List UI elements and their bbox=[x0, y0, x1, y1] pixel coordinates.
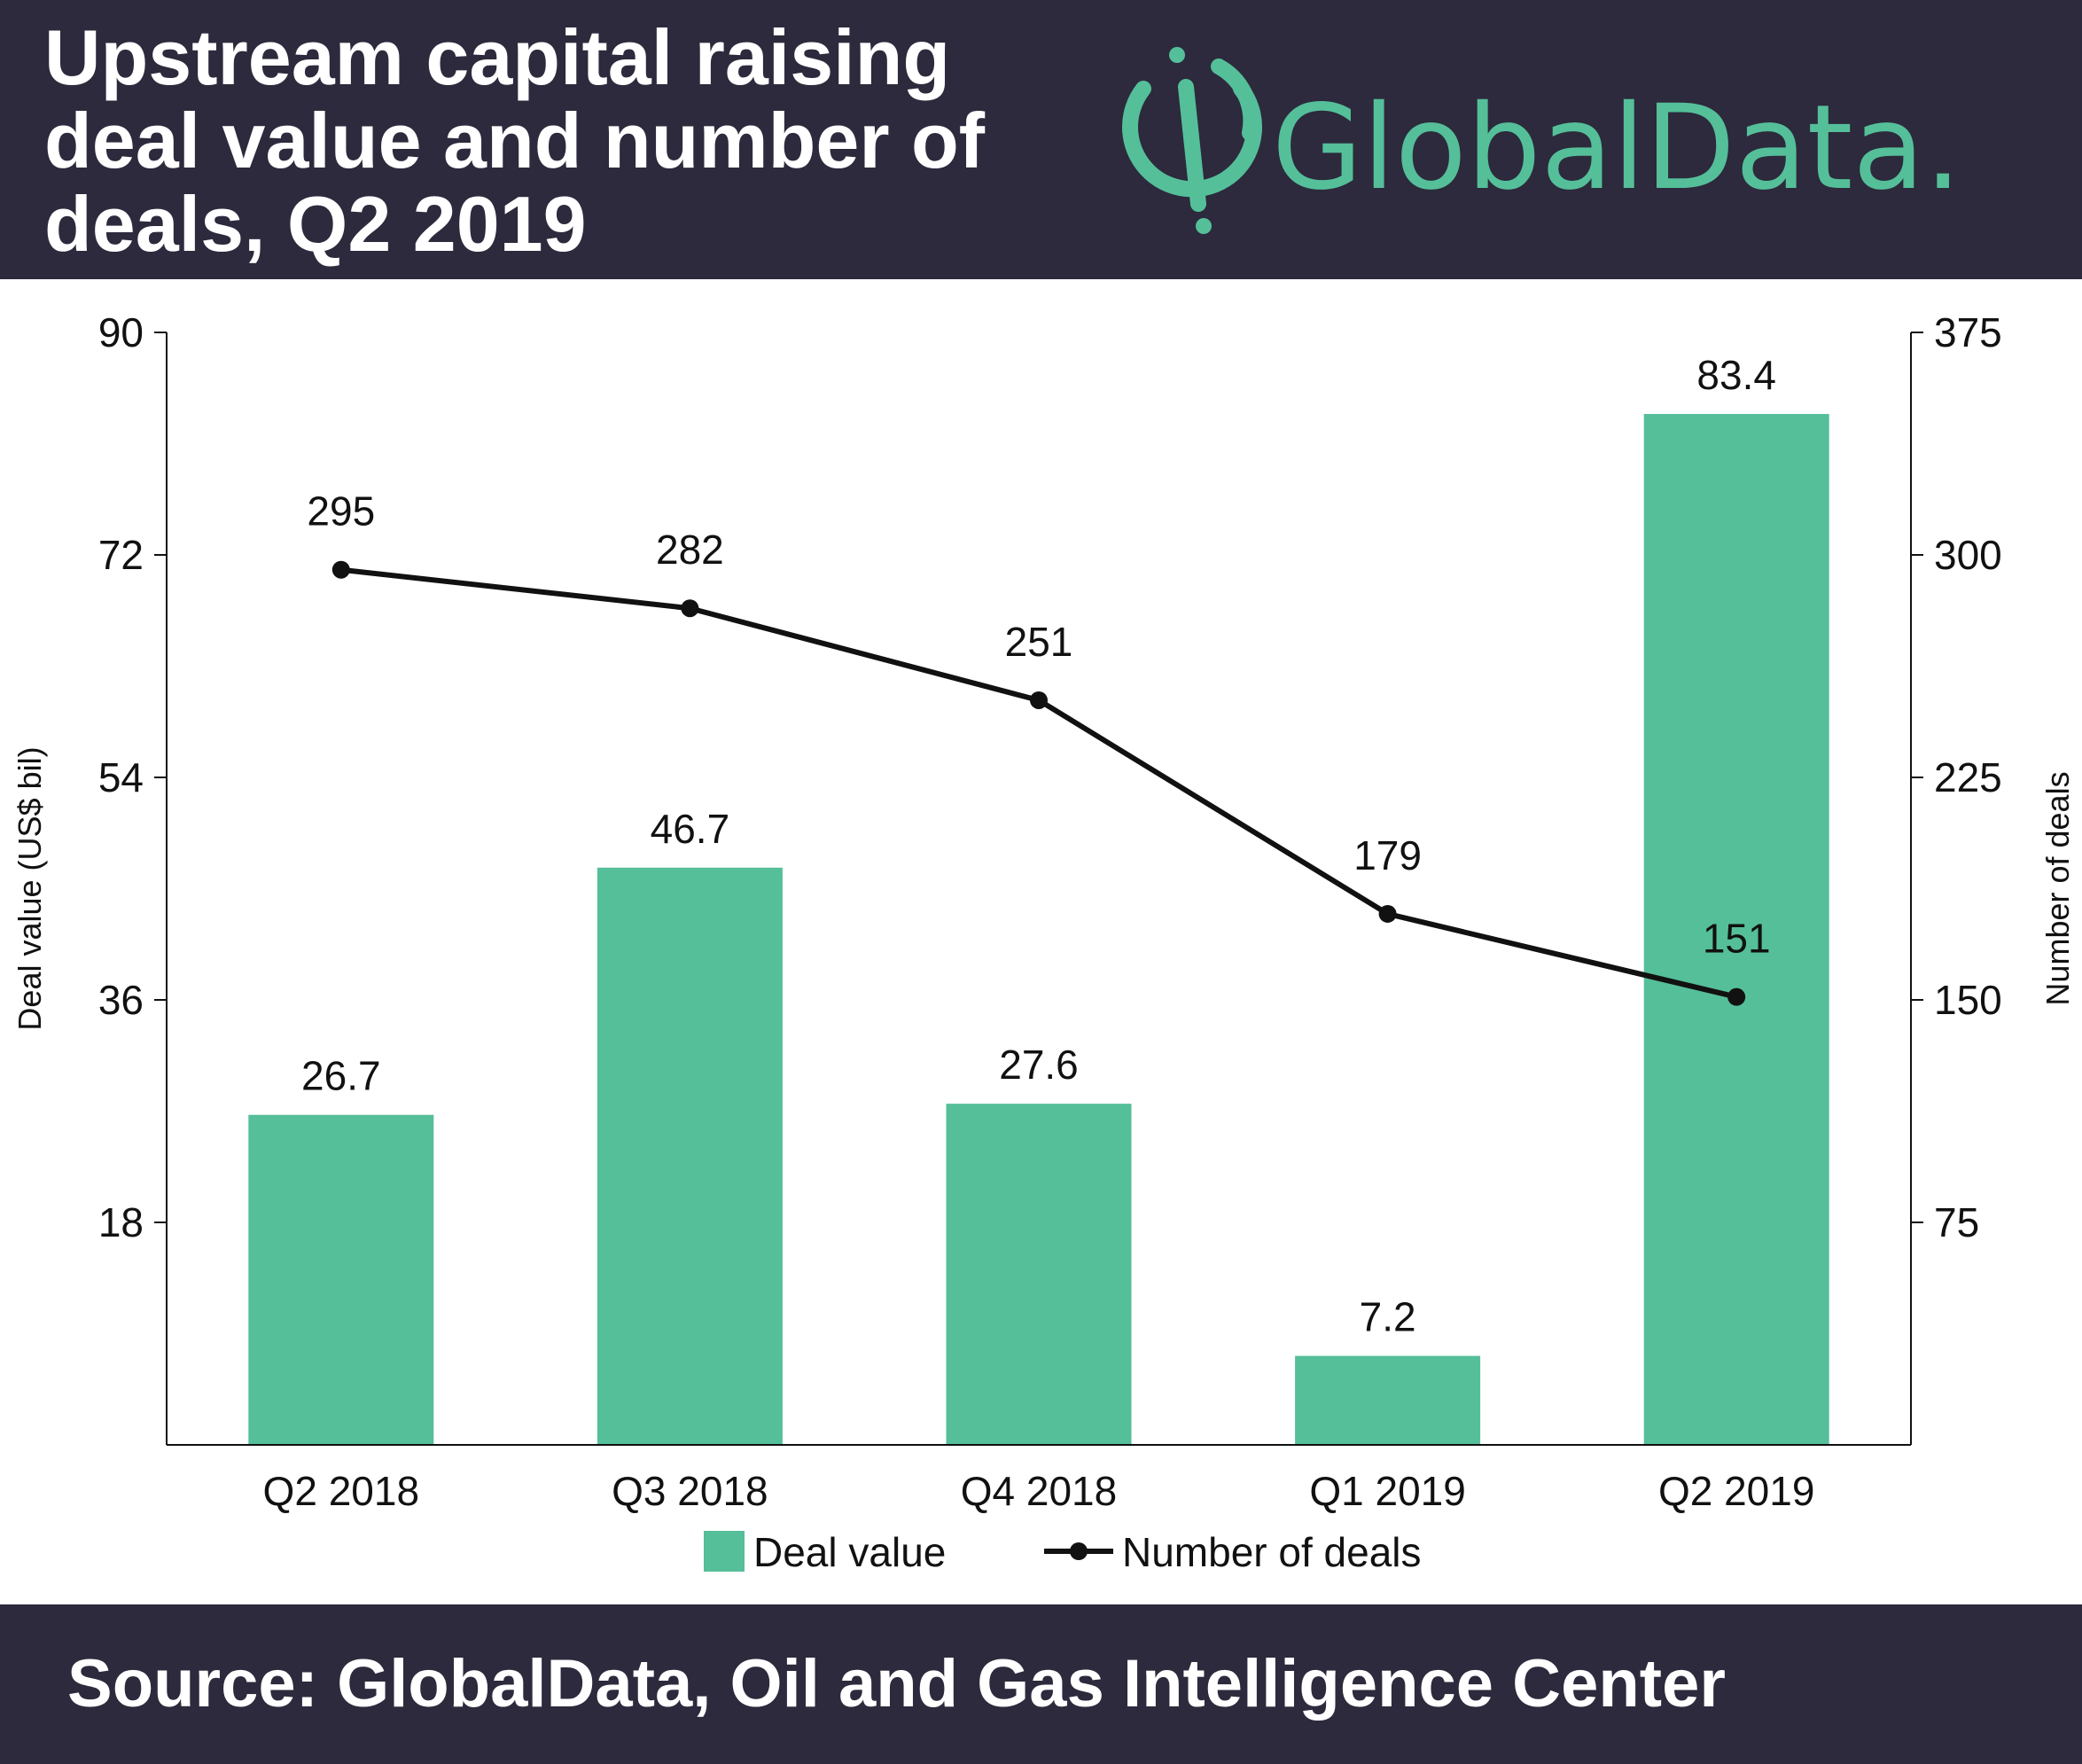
left-tick-label: 54 bbox=[98, 754, 144, 800]
line-value-label: 295 bbox=[307, 488, 375, 535]
line-value-label: 151 bbox=[1703, 916, 1771, 962]
left-tick-label: 36 bbox=[98, 977, 144, 1023]
bar-value-label: 7.2 bbox=[1360, 1294, 1416, 1340]
x-tick-label: Q4 2018 bbox=[961, 1468, 1117, 1514]
bar-value-label: 27.6 bbox=[999, 1042, 1079, 1088]
x-tick-label: Q2 2018 bbox=[263, 1468, 419, 1514]
left-y-axis: 18 36 54 72 90 bbox=[98, 309, 168, 1445]
line-point bbox=[331, 560, 350, 579]
legend-label-number-of-deals: Number of deals bbox=[1122, 1529, 1422, 1575]
line-value-label: 251 bbox=[1005, 619, 1073, 665]
bar-value-label: 83.4 bbox=[1696, 352, 1776, 398]
right-tick-label: 150 bbox=[1934, 977, 2002, 1023]
header-banner: Upstream capital raising deal value and … bbox=[0, 0, 2082, 279]
line-point bbox=[681, 599, 699, 618]
legend: Deal value Number of deals bbox=[704, 1529, 1422, 1575]
legend-swatch-deal-value bbox=[704, 1531, 745, 1572]
left-tick-label: 90 bbox=[98, 309, 144, 355]
deal-count-line bbox=[331, 560, 1746, 1006]
line-point bbox=[1030, 691, 1048, 709]
x-axis: Q2 2018 Q3 2018 Q4 2018 Q1 2019 Q2 2019 bbox=[167, 1444, 1911, 1514]
x-tick-label: Q1 2019 bbox=[1309, 1468, 1465, 1514]
x-tick-label: Q3 2018 bbox=[612, 1468, 768, 1514]
bar bbox=[946, 1104, 1132, 1445]
line-value-label: 179 bbox=[1353, 832, 1422, 878]
deal-value-labels: 26.7 46.7 27.6 7.2 83.4 bbox=[301, 352, 1776, 1340]
deal-value-bars bbox=[248, 414, 1829, 1445]
combo-chart: 18 36 54 72 90 75 150 225 300 375 26.7 46.7 27.6 7.… bbox=[12, 309, 2076, 1575]
line-point bbox=[1727, 987, 1746, 1006]
bar bbox=[1295, 1355, 1481, 1445]
title-line: Upstream capital raising bbox=[44, 13, 951, 101]
title-line: deal value and number of bbox=[44, 97, 986, 184]
deal-count-labels: 295 282 251 179 151 bbox=[307, 488, 1770, 962]
bar bbox=[248, 1114, 434, 1445]
legend-label-deal-value: Deal value bbox=[753, 1529, 946, 1575]
right-y-axis: 75 150 225 300 375 bbox=[1910, 309, 2002, 1445]
right-axis-title: Number of deals bbox=[2039, 771, 2076, 1005]
bar-value-label: 26.7 bbox=[301, 1053, 381, 1099]
globaldata-logo-text: GlobalData. bbox=[1272, 80, 1961, 216]
legend-marker-number-of-deals bbox=[1070, 1542, 1088, 1560]
globaldata-logo: GlobalData. bbox=[1122, 47, 1961, 234]
right-tick-label: 375 bbox=[1934, 309, 2002, 355]
globaldata-logo-icon bbox=[1122, 47, 1262, 234]
bar bbox=[597, 867, 783, 1445]
chart-title: Upstream capital raising deal value and … bbox=[44, 16, 1064, 266]
right-tick-label: 75 bbox=[1934, 1199, 1979, 1245]
left-tick-label: 72 bbox=[98, 532, 144, 578]
bar-value-label: 46.7 bbox=[651, 806, 730, 852]
line-point bbox=[1378, 904, 1397, 923]
x-tick-label: Q2 2019 bbox=[1658, 1468, 1814, 1514]
line-value-label: 282 bbox=[656, 527, 724, 573]
left-axis-title: Deal value (US$ bil) bbox=[12, 746, 48, 1030]
right-tick-label: 300 bbox=[1934, 532, 2002, 578]
source-note: Source: GlobalData, Oil and Gas Intellig… bbox=[67, 1646, 1726, 1721]
footer-banner: Source: GlobalData, Oil and Gas Intellig… bbox=[0, 1604, 2082, 1764]
title-line: deals, Q2 2019 bbox=[44, 180, 587, 268]
right-tick-label: 225 bbox=[1934, 754, 2002, 800]
bar bbox=[1643, 414, 1829, 1445]
left-tick-label: 18 bbox=[98, 1199, 144, 1245]
